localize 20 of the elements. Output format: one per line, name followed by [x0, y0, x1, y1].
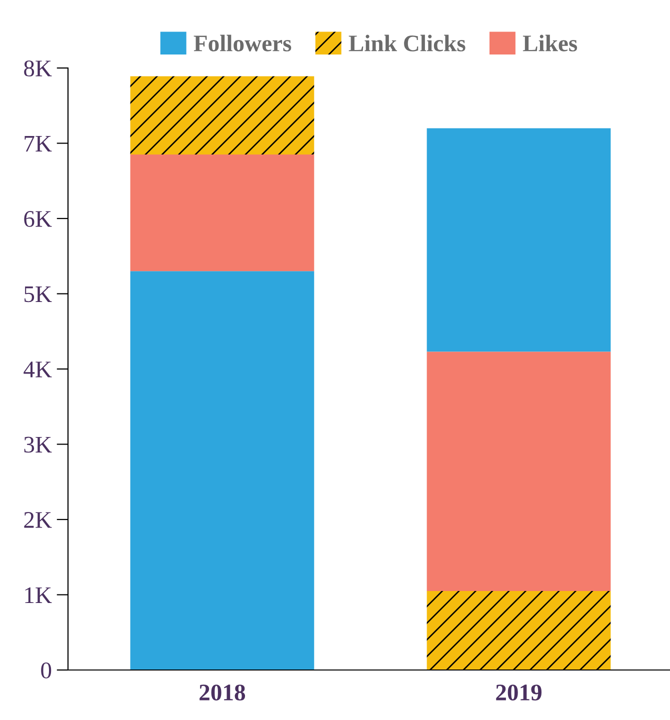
y-tick-label: 8K: [24, 60, 52, 76]
x-tick-label: 2019: [496, 684, 542, 701]
bar: [426, 352, 611, 591]
y-tick-label: 4K: [24, 362, 52, 378]
legend-label: Likes: [522, 34, 578, 52]
y-tick-label: 3K: [24, 436, 52, 453]
y-tick-label: 5K: [24, 286, 52, 302]
bar: [130, 154, 314, 272]
x-tick-label: 2018: [200, 684, 246, 701]
bar: [130, 76, 314, 155]
y-tick-label: 0: [41, 662, 52, 678]
bar: [426, 590, 611, 670]
bar: [426, 128, 611, 352]
bar: [130, 271, 314, 670]
y-tick-label: 1K: [25, 587, 52, 603]
y-tick-label: 6K: [24, 211, 52, 227]
legend-label: Link Clicks: [348, 34, 466, 52]
y-tick-label: 2K: [24, 512, 52, 528]
legend-label: Followers: [194, 34, 292, 52]
y-tick-label: 7K: [24, 136, 52, 152]
